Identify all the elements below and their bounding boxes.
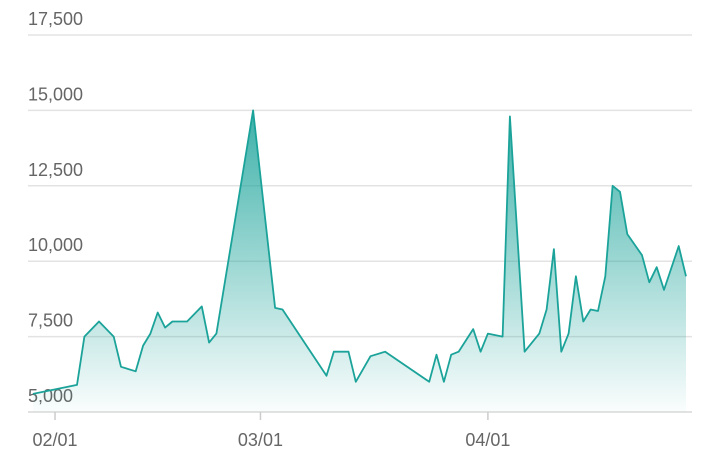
- y-tick-label: 17,500: [28, 9, 83, 29]
- x-tick-label: 03/01: [238, 430, 283, 450]
- x-tick-label: 02/01: [32, 430, 77, 450]
- y-tick-label: 12,500: [28, 160, 83, 180]
- y-tick-label: 15,000: [28, 84, 83, 104]
- area-line: [32, 109, 687, 395]
- y-tick-label: 10,000: [28, 235, 83, 255]
- x-tick-label: 04/01: [465, 430, 510, 450]
- area-fill: [33, 110, 686, 413]
- y-tick-label: 7,500: [28, 311, 73, 331]
